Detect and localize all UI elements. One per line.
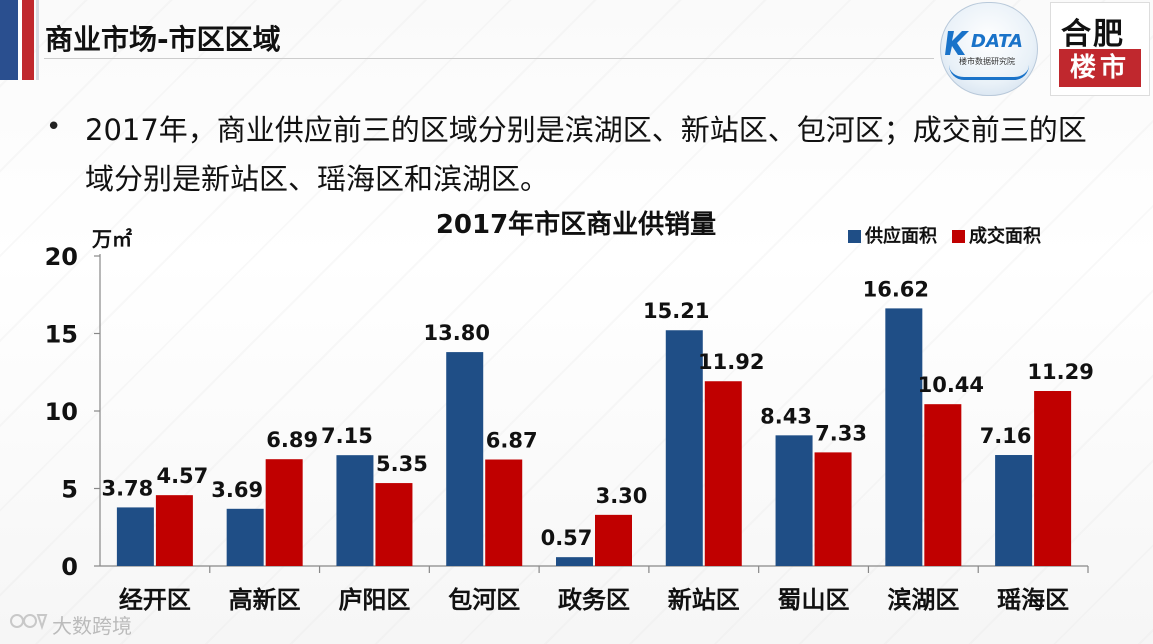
y-tick-label: 10 — [45, 398, 78, 426]
bar-deal — [704, 381, 742, 566]
x-category-label: 新站区 — [668, 586, 740, 614]
data-label-supply: 3.78 — [101, 476, 153, 500]
y-tick-label: 20 — [45, 243, 78, 271]
bar-supply — [665, 330, 703, 566]
kdata-logo-subtitle: 楼市数据研究院 — [959, 57, 1015, 66]
watermark-logo-icon — [10, 614, 48, 631]
data-label-deal: 5.35 — [376, 452, 428, 476]
bar-supply — [226, 508, 264, 566]
accent-stripe-thin — [36, 0, 39, 80]
data-label-deal: 6.87 — [486, 429, 538, 453]
y-tick-label: 0 — [61, 553, 78, 581]
data-label-supply: 7.16 — [980, 424, 1032, 448]
x-category-label: 经开区 — [119, 586, 191, 614]
bar-deal — [1034, 391, 1072, 566]
data-label-supply: 15.21 — [643, 299, 709, 323]
bar-deal — [924, 404, 962, 566]
bar-supply — [336, 455, 374, 566]
y-axis-unit-label: 万㎡ — [91, 227, 132, 251]
kdata-k-icon — [945, 31, 969, 55]
data-label-deal: 4.57 — [156, 464, 208, 488]
bar-deal — [375, 483, 413, 566]
data-label-deal: 11.92 — [698, 350, 764, 374]
legend-label-supply: 供应面积 — [864, 225, 937, 247]
data-label-supply: 0.57 — [541, 526, 593, 550]
legend-swatch-supply — [848, 230, 861, 243]
chart-title: 2017年市区商业供销量 — [436, 209, 716, 240]
bar-deal — [265, 459, 303, 566]
bar-deal — [595, 514, 632, 566]
bullet-text: 2017年，商业供应前三的区域分别是滨湖区、新站区、包河区；成交前三的区域分别是… — [85, 113, 1087, 196]
kdata-logo: DATA 楼市数据研究院 — [940, 2, 1038, 96]
data-label-deal: 6.89 — [266, 428, 318, 452]
watermark-text: 大数跨境 — [52, 614, 132, 638]
legend-swatch-deal — [952, 230, 965, 243]
data-label-deal: 7.33 — [815, 421, 867, 445]
data-label-supply: 16.62 — [863, 277, 929, 301]
data-label-deal: 3.30 — [596, 484, 648, 508]
bar-deal — [814, 452, 852, 566]
page-title: 商业市场-市区区域 — [45, 23, 281, 56]
bar-supply — [556, 557, 593, 566]
title-divider — [44, 58, 934, 59]
data-label-supply: 3.69 — [211, 478, 263, 502]
y-tick-label: 5 — [61, 476, 78, 504]
legend-label-deal: 成交面积 — [969, 225, 1041, 247]
x-category-label: 庐阳区 — [338, 586, 410, 614]
bar-supply — [446, 352, 484, 566]
accent-stripe-red — [22, 0, 34, 80]
bar-supply — [995, 455, 1033, 566]
accent-stripe-gap — [18, 0, 22, 80]
data-label-deal: 10.44 — [918, 373, 984, 397]
bar-deal — [155, 495, 193, 566]
x-category-label: 蜀山区 — [778, 586, 850, 614]
y-tick-label: 15 — [45, 321, 78, 349]
data-label-supply: 13.80 — [424, 321, 490, 345]
hefei-loushi-logo: 合肥 楼市 — [1050, 2, 1150, 96]
x-category-label: 瑶海区 — [997, 586, 1069, 614]
bar-deal — [485, 459, 523, 566]
bar-supply — [885, 308, 923, 566]
x-category-label: 包河区 — [448, 586, 520, 614]
x-category-label: 政务区 — [558, 586, 630, 614]
data-label-supply: 7.15 — [321, 424, 373, 448]
bar-supply — [775, 435, 813, 566]
x-category-label: 高新区 — [229, 586, 301, 614]
hefei-logo-bottom-text: 楼市 — [1059, 49, 1141, 87]
bar-supply — [116, 507, 154, 566]
hefei-logo-top-text: 合肥 — [1061, 17, 1125, 52]
data-label-supply: 8.43 — [760, 404, 812, 428]
data-label-deal: 11.29 — [1027, 360, 1093, 384]
x-category-label: 滨湖区 — [887, 586, 959, 614]
accent-stripe-blue — [0, 0, 18, 80]
bullet-marker: • — [46, 112, 62, 142]
kdata-logo-text: DATA — [971, 31, 1023, 52]
kdata-swoosh-icon — [949, 65, 1029, 80]
